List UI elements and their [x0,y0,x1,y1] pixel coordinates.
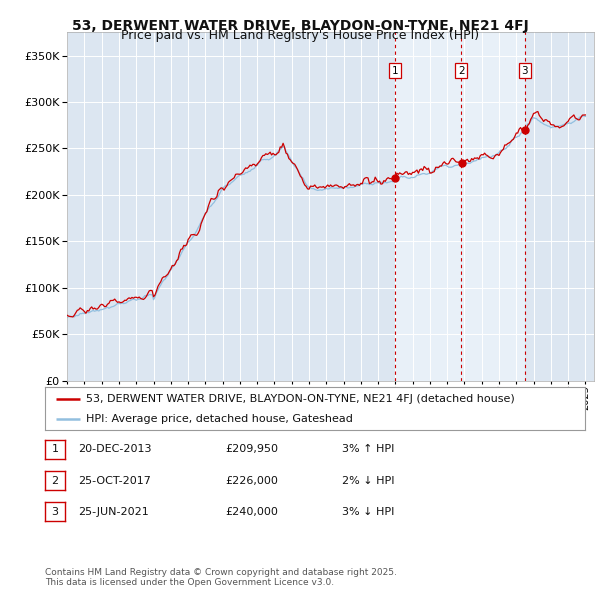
Text: 3% ↓ HPI: 3% ↓ HPI [342,507,394,517]
Text: 1: 1 [392,65,398,76]
Text: £226,000: £226,000 [225,476,278,486]
Text: 20-DEC-2013: 20-DEC-2013 [78,444,151,454]
Text: Price paid vs. HM Land Registry's House Price Index (HPI): Price paid vs. HM Land Registry's House … [121,30,479,42]
Text: 2% ↓ HPI: 2% ↓ HPI [342,476,395,486]
Text: £209,950: £209,950 [225,444,278,454]
Text: 3: 3 [52,507,58,517]
Text: 3% ↑ HPI: 3% ↑ HPI [342,444,394,454]
Text: 3: 3 [521,65,528,76]
Text: 25-JUN-2021: 25-JUN-2021 [78,507,149,517]
Text: 53, DERWENT WATER DRIVE, BLAYDON-ON-TYNE, NE21 4FJ: 53, DERWENT WATER DRIVE, BLAYDON-ON-TYNE… [71,19,529,33]
Bar [395,32,525,381]
Text: Contains HM Land Registry data © Crown copyright and database right 2025.
This d: Contains HM Land Registry data © Crown c… [45,568,397,587]
Text: £240,000: £240,000 [225,507,278,517]
Text: 53, DERWENT WATER DRIVE, BLAYDON-ON-TYNE, NE21 4FJ (detached house): 53, DERWENT WATER DRIVE, BLAYDON-ON-TYNE… [86,394,514,404]
Text: 25-OCT-2017: 25-OCT-2017 [78,476,151,486]
Text: 1: 1 [52,444,58,454]
Text: HPI: Average price, detached house, Gateshead: HPI: Average price, detached house, Gate… [86,414,352,424]
Text: 2: 2 [52,476,58,486]
Text: 2: 2 [458,65,464,76]
